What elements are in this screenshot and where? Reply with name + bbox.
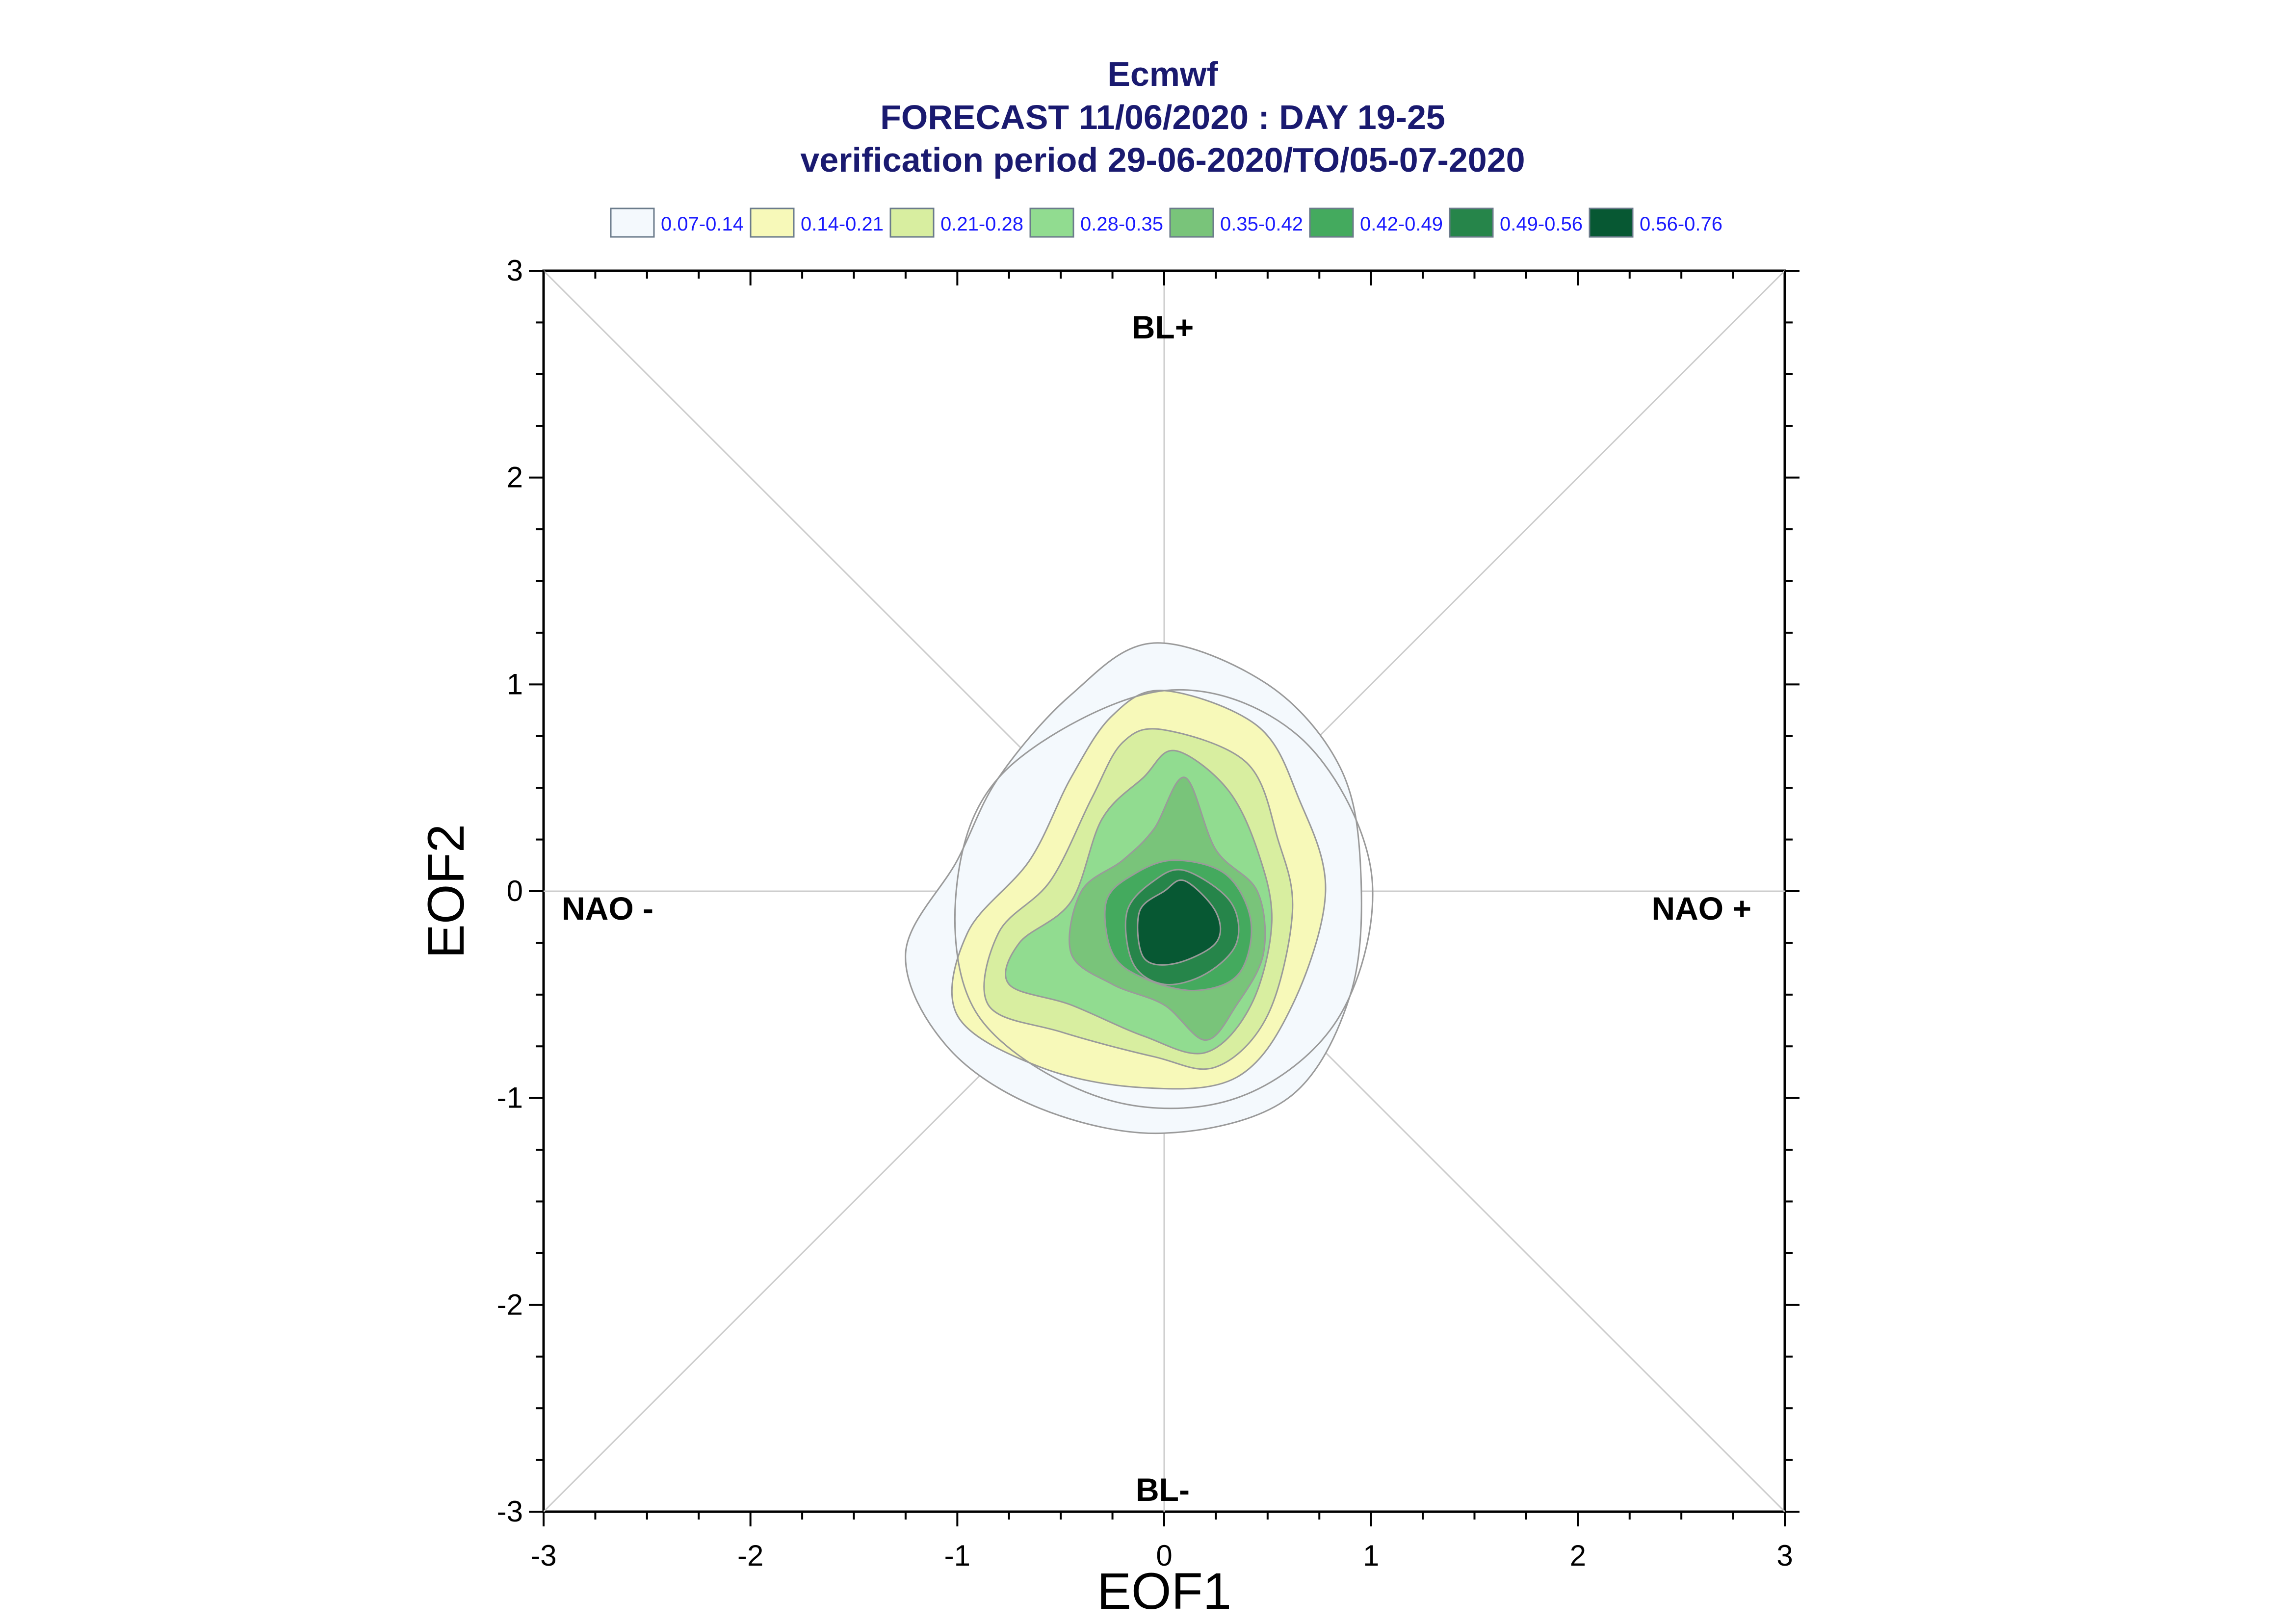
- x-tick-label: 1: [1363, 1539, 1379, 1572]
- x-tick-label: -3: [530, 1539, 556, 1572]
- legend-label: 0.56-0.76: [1640, 213, 1722, 235]
- x-tick-label: -1: [944, 1539, 970, 1572]
- legend-swatch: [889, 207, 935, 238]
- legend-label: 0.49-0.56: [1500, 213, 1583, 235]
- legend-label: 0.42-0.49: [1360, 213, 1443, 235]
- legend-label: 0.14-0.21: [801, 213, 884, 235]
- legend-swatch: [1449, 207, 1494, 238]
- legend-label: 0.35-0.42: [1220, 213, 1303, 235]
- y-tick-label: 0: [507, 875, 523, 907]
- chart-title-line-1: Ecmwf: [1107, 55, 1218, 93]
- annotation-nao-minus: NAO -: [562, 890, 653, 927]
- plot-area: [529, 269, 1799, 1526]
- annotation-nao-plus: NAO +: [1651, 890, 1751, 927]
- y-tick-label: -2: [497, 1288, 523, 1321]
- legend-swatch: [1309, 207, 1354, 238]
- chart-title-line-3: verification period 29-06-2020/TO/05-07-…: [800, 141, 1525, 179]
- legend-swatch: [1169, 207, 1214, 238]
- y-tick-label: -3: [497, 1495, 523, 1528]
- x-axis-label: EOF1: [1097, 1563, 1231, 1620]
- y-tick-label: 1: [507, 668, 523, 700]
- y-tick-label: -1: [497, 1082, 523, 1114]
- y-tick-label: 3: [507, 254, 523, 287]
- legend-swatch: [750, 207, 795, 238]
- x-tick-label: 3: [1776, 1539, 1793, 1572]
- legend-label: 0.28-0.35: [1080, 213, 1163, 235]
- legend-swatch: [610, 207, 655, 238]
- x-tick-label: -2: [737, 1539, 763, 1572]
- legend-swatch: [1029, 207, 1074, 238]
- y-tick-label: 2: [507, 461, 523, 494]
- x-tick-label: 2: [1570, 1539, 1586, 1572]
- y-axis-label: EOF2: [417, 824, 475, 958]
- legend-label: 0.21-0.28: [940, 213, 1023, 235]
- tick-labels: -3 -2 -1 0 1 2 3 3 2 1 0 -1 -2 -3: [497, 254, 1793, 1572]
- annotation-bl-minus: BL-: [1136, 1471, 1190, 1508]
- x-tick-label: 0: [1156, 1539, 1172, 1572]
- chart-title-line-2: FORECAST 11/06/2020 : DAY 19-25: [880, 98, 1445, 136]
- legend-label: 0.07-0.14: [661, 213, 744, 235]
- density-contour: [1137, 879, 1222, 966]
- density-contours: [905, 642, 1374, 1134]
- axis-ticks: [529, 270, 1799, 1526]
- density-outline: [954, 689, 1374, 1109]
- annotation-bl-plus: BL+: [1132, 309, 1194, 345]
- legend: 0.07-0.14 0.14-0.21 0.21-0.28 0.28-0.35 0.35…: [610, 207, 1722, 238]
- legend-swatch: [1589, 207, 1634, 238]
